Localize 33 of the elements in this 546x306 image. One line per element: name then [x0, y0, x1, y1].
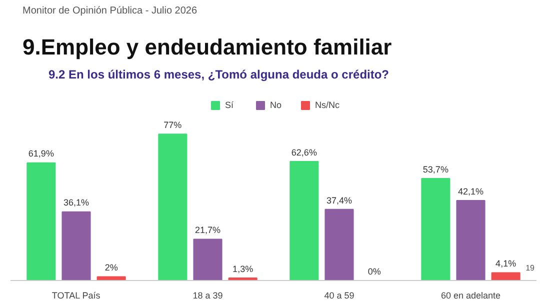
- bar: [96, 276, 126, 280]
- x-tick-label: 40 a 59: [324, 290, 354, 300]
- data-label: 42,1%: [458, 186, 484, 196]
- legend-label: No: [270, 100, 283, 110]
- x-tick-label: 18 a 39: [192, 290, 223, 300]
- data-label: 4,1%: [496, 258, 516, 269]
- data-label: 21,7%: [194, 225, 221, 236]
- data-label: 53,7%: [422, 164, 448, 174]
- data-label: 37,4%: [326, 195, 352, 206]
- legend-label: Ns/Nc: [315, 100, 340, 110]
- bar: [158, 134, 188, 280]
- bar: [491, 272, 520, 280]
- bar: [193, 238, 222, 280]
- data-label: 2%: [104, 262, 118, 273]
- bar: [62, 211, 91, 280]
- annotation: 19: [526, 264, 536, 272]
- chart-subtitle: 9.2 En los últimos 6 meses, ¿Tomó alguna deuda o crédito?: [48, 68, 390, 82]
- data-label: 36,1%: [63, 198, 90, 208]
- data-label: 61,9%: [28, 148, 54, 159]
- legend-label: Sí: [225, 100, 235, 110]
- chart-title: 9.Empleo y endeudamiento familiar: [22, 34, 392, 60]
- text: Monitor de Opinión Pública - Julio 2026: [22, 6, 198, 16]
- bar: [290, 161, 319, 280]
- bar: [456, 200, 486, 280]
- bar: [26, 162, 56, 280]
- bar: [421, 178, 450, 280]
- x-tick-label: 60 en adelante: [440, 290, 501, 300]
- x-tick-label: TOTAL País: [52, 290, 101, 300]
- bar: [324, 208, 354, 280]
- data-label: 1,3%: [232, 264, 254, 274]
- data-label: 0%: [368, 266, 381, 276]
- data-label: 77%: [164, 120, 182, 130]
- data-label: 62,6%: [291, 147, 317, 158]
